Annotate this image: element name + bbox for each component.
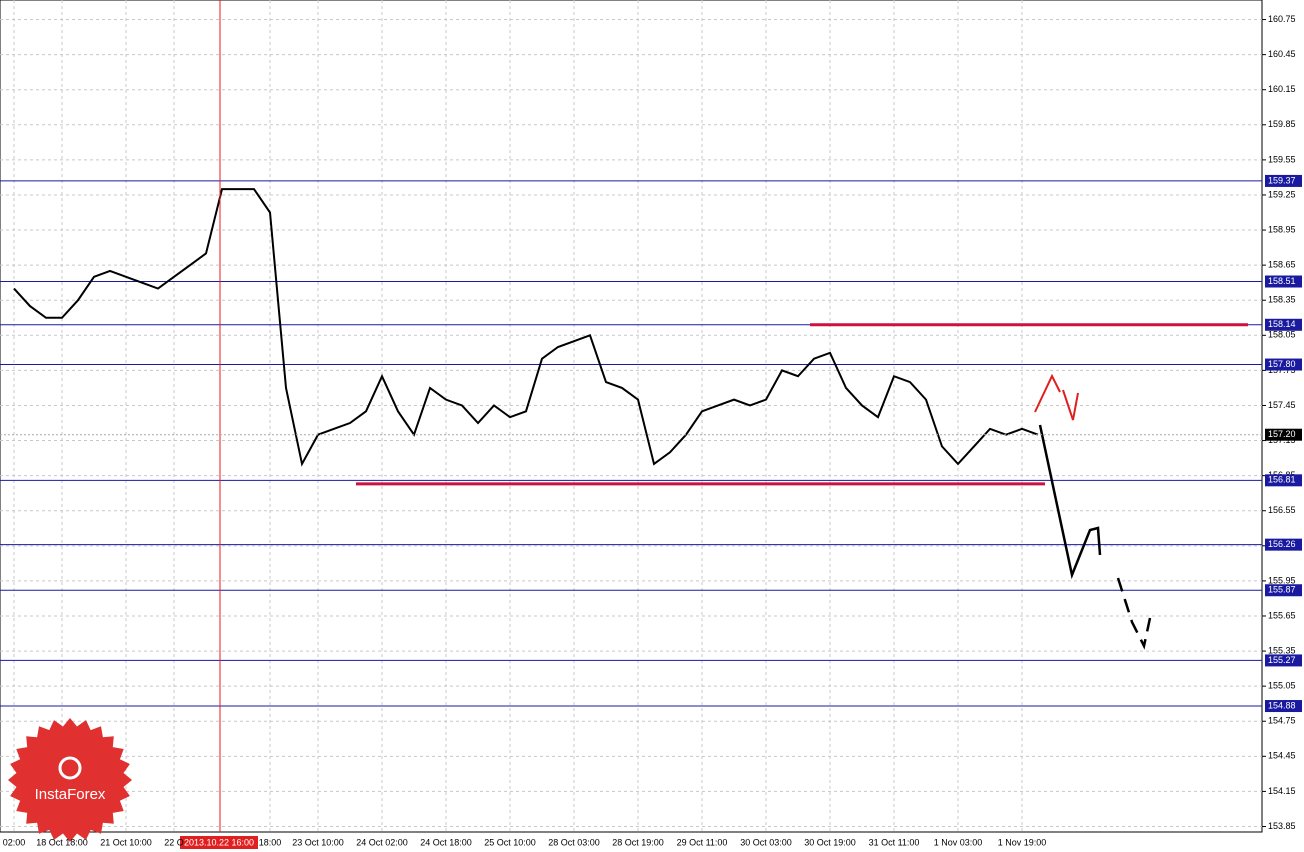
y-tick-label: 154.75: [1268, 716, 1296, 726]
level-label-box: [1265, 700, 1302, 713]
logo-text: InstaForex: [35, 786, 106, 803]
x-tick-label: 25 Oct 10:00: [484, 837, 536, 847]
y-tick-label: 155.65: [1268, 610, 1296, 620]
level-label-box: [1265, 358, 1302, 371]
x-tick-label: 21 Oct 10:00: [100, 837, 152, 847]
logo-badge: [8, 718, 132, 842]
level-label-box: [1265, 654, 1302, 667]
level-label: 155.27: [1268, 655, 1296, 665]
x-tick-label: 1 Nov 19:00: [998, 837, 1047, 847]
x-tick-label: 1 Nov 03:00: [934, 837, 983, 847]
projection-path: [1038, 424, 1102, 580]
logo: InstaForex: [8, 718, 132, 842]
level-label: 158.14: [1268, 319, 1296, 329]
level-label: 155.87: [1268, 585, 1296, 595]
y-tick-label: 159.85: [1268, 119, 1296, 129]
x-tick-label: 28 Oct 03:00: [548, 837, 600, 847]
level-label-box: [1265, 275, 1302, 288]
x-tick-label: 22 O: [164, 837, 184, 847]
y-tick-label: 158.95: [1268, 224, 1296, 234]
level-label-box: [1265, 584, 1302, 597]
current-price-label: 157.20: [1268, 429, 1296, 439]
level-label-box: [1265, 474, 1302, 487]
level-label: 157.80: [1268, 359, 1296, 369]
level-label: 156.81: [1268, 475, 1296, 485]
y-tick-label: 155.95: [1268, 575, 1296, 585]
level-label-box: [1265, 174, 1302, 187]
x-tick-label: 23 Oct 10:00: [292, 837, 344, 847]
x-tick-label: 30 Oct 03:00: [740, 837, 792, 847]
logo-icon: [58, 756, 82, 780]
crosshair-label: 2013.10.22 16:00: [184, 837, 254, 847]
x-tick-label: 02:00: [3, 837, 26, 847]
y-tick-label: 154.15: [1268, 786, 1296, 796]
crosshair-label-box: [180, 836, 258, 849]
level-label: 158.51: [1268, 276, 1296, 286]
x-tick-label: 31 Oct 11:00: [869, 837, 920, 847]
y-tick-label: 158.35: [1268, 295, 1296, 305]
x-tick-label: 28 Oct 19:00: [612, 837, 664, 847]
x-tick-label: 18 Oct 18:00: [36, 837, 88, 847]
y-tick-label: 160.45: [1268, 49, 1296, 59]
marks: [0, 180, 1262, 707]
x-tick-label: 24 Oct 18:00: [420, 837, 472, 847]
grid: [0, 0, 1262, 832]
x-tick-label: 30 Oct 19:00: [804, 837, 856, 847]
x-tick-label: 29 Oct 11:00: [677, 837, 728, 847]
y-tick-label: 155.05: [1268, 681, 1296, 691]
current-price-box: [1265, 428, 1302, 441]
arrow-up-projection: [1034, 373, 1061, 413]
level-label-box: [1265, 318, 1302, 331]
level-label: 156.26: [1268, 539, 1296, 549]
arrow-down-projection: [1062, 389, 1079, 421]
y-tick-label: 158.05: [1268, 330, 1296, 340]
level-label-box: [1265, 538, 1302, 551]
y-tick-label: 153.85: [1268, 821, 1296, 831]
projection-dashed: [1116, 577, 1152, 650]
x-tick-label: 24 Oct 02:00: [356, 837, 408, 847]
plot-area: [0, 0, 1263, 833]
x-tick-label: 18:00: [259, 837, 282, 847]
y-tick-label: 158.65: [1268, 260, 1296, 270]
y-tick-label: 155.35: [1268, 645, 1296, 655]
y-tick-label: 157.45: [1268, 400, 1296, 410]
level-label: 154.88: [1268, 700, 1296, 710]
y-tick-label: 154.45: [1268, 751, 1296, 761]
y-tick-label: 160.75: [1268, 14, 1296, 24]
level-label: 159.37: [1268, 175, 1296, 185]
y-tick-label: 156.55: [1268, 505, 1296, 515]
y-tick-label: 159.55: [1268, 154, 1296, 164]
y-tick-label: 159.25: [1268, 189, 1296, 199]
price-line: [13, 188, 1039, 467]
y-tick-label: 160.15: [1268, 84, 1296, 94]
